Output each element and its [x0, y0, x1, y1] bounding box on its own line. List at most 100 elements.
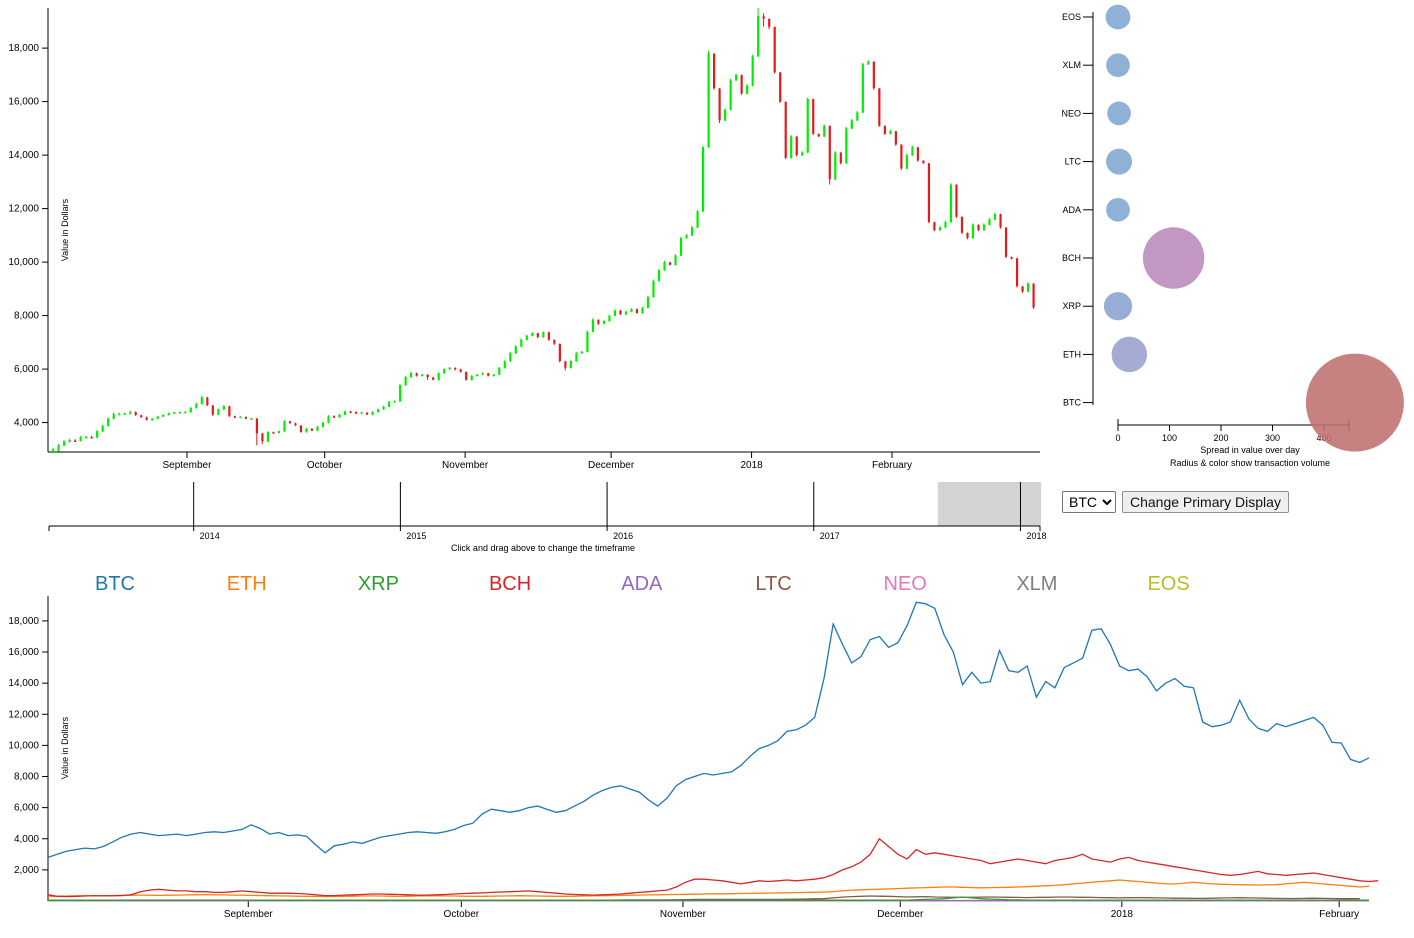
- change-primary-display-button[interactable]: Change Primary Display: [1122, 491, 1289, 513]
- candle: [773, 26, 776, 73]
- candle: [288, 421, 292, 424]
- candle: [795, 136, 798, 156]
- candle: [492, 374, 495, 377]
- candle: [365, 412, 369, 415]
- candle: [454, 368, 457, 370]
- x-tick-label: October: [307, 460, 343, 471]
- line-chart-legend[interactable]: BTC ETH XRP BCH ADA LTC NEO XLM EOS: [95, 573, 1190, 595]
- bubble-x-tick-label: 300: [1265, 433, 1280, 443]
- candle: [872, 61, 875, 89]
- line-x-tick-label: September: [224, 909, 274, 920]
- line-x-tick-label: November: [660, 909, 707, 920]
- candle: [509, 353, 512, 362]
- candle: [861, 64, 864, 113]
- candle: [911, 147, 914, 156]
- legend-eos[interactable]: EOS: [1147, 573, 1189, 595]
- candle: [630, 308, 633, 312]
- candle: [679, 238, 683, 256]
- timeframe-brush[interactable]: 2014 2015 2016 2017 2018 Click and drag above…: [48, 482, 1046, 553]
- candle: [316, 426, 319, 431]
- candle: [514, 346, 517, 354]
- line-x-tick-label: February: [1319, 909, 1359, 920]
- candle: [724, 109, 727, 121]
- line-x-tick-label: October: [444, 909, 480, 920]
- candle: [371, 411, 374, 415]
- y-tick-label: 18,000: [8, 43, 39, 54]
- bubble-neo: [1107, 101, 1131, 126]
- candle: [757, 16, 760, 57]
- bubble-eth: [1111, 336, 1148, 373]
- candle: [668, 262, 672, 265]
- candle: [233, 416, 236, 418]
- candle: [812, 99, 815, 134]
- y-tick-label: 8,000: [14, 311, 39, 322]
- candle: [624, 311, 628, 315]
- candle: [189, 407, 192, 413]
- candle: [112, 414, 115, 419]
- candle: [156, 416, 159, 419]
- candle: [657, 270, 661, 282]
- candle: [850, 120, 853, 129]
- bubble-y-tick-label: BCH: [1062, 253, 1081, 263]
- candle: [867, 61, 870, 65]
- line-x-tick-label: 2018: [1111, 909, 1134, 920]
- candle: [118, 413, 121, 416]
- candle: [960, 216, 964, 233]
- brush-year-label: 2017: [820, 531, 840, 541]
- candle: [729, 80, 732, 110]
- candle: [487, 373, 490, 376]
- candle: [332, 416, 336, 418]
- candle: [266, 431, 270, 442]
- candle: [415, 373, 418, 376]
- candle: [690, 227, 694, 236]
- bubble-y-tick-label: XLM: [1062, 60, 1081, 70]
- legend-ltc[interactable]: LTC: [755, 573, 791, 595]
- candle: [145, 417, 148, 420]
- legend-btc[interactable]: BTC: [95, 573, 135, 595]
- candle: [250, 418, 253, 420]
- candle: [1004, 227, 1008, 257]
- legend-xlm[interactable]: XLM: [1016, 573, 1057, 595]
- candle: [74, 440, 77, 442]
- candle: [239, 416, 242, 419]
- candle: [635, 309, 639, 313]
- brush-selection: [937, 482, 1042, 526]
- candle: [184, 411, 187, 414]
- bubble-y-tick-label: LTC: [1065, 157, 1082, 167]
- y-tick-label: 10,000: [8, 257, 39, 268]
- legend-neo[interactable]: NEO: [884, 573, 927, 595]
- bubble-bch: [1142, 227, 1205, 289]
- bubble-btc: [1305, 353, 1404, 452]
- bubble-y-tick-label: ETH: [1063, 349, 1081, 359]
- candle: [52, 449, 55, 452]
- candle: [602, 320, 606, 324]
- candle: [652, 280, 655, 298]
- candle: [685, 235, 688, 239]
- candle: [575, 353, 578, 362]
- candle: [762, 16, 765, 19]
- candle: [938, 227, 942, 231]
- candle: [79, 437, 82, 442]
- bubble-xlm: [1106, 53, 1130, 78]
- candle: [718, 88, 721, 121]
- candle: [790, 136, 793, 159]
- bubble-ada: [1106, 197, 1130, 222]
- candle: [140, 415, 143, 418]
- legend-ada[interactable]: ADA: [621, 573, 663, 595]
- legend-xrp[interactable]: XRP: [358, 573, 399, 595]
- candle: [1026, 283, 1030, 292]
- candlestick-chart: 4,000 6,000 8,000 10,000 12,000 14,000 16,000 1…: [8, 8, 1040, 471]
- candle: [988, 219, 991, 225]
- legend-eth[interactable]: ETH: [227, 573, 267, 595]
- candle: [905, 155, 908, 169]
- candle: [255, 418, 259, 434]
- line-y-tick-label: 8,000: [14, 772, 39, 783]
- legend-bch[interactable]: BCH: [489, 573, 531, 595]
- candle: [922, 160, 925, 164]
- line-y-axis-label: Value in Dollars: [60, 716, 70, 779]
- candle: [966, 232, 969, 239]
- candle: [971, 224, 975, 239]
- y-tick-label: 16,000: [8, 97, 39, 108]
- coin-select[interactable]: BTC: [1062, 491, 1116, 513]
